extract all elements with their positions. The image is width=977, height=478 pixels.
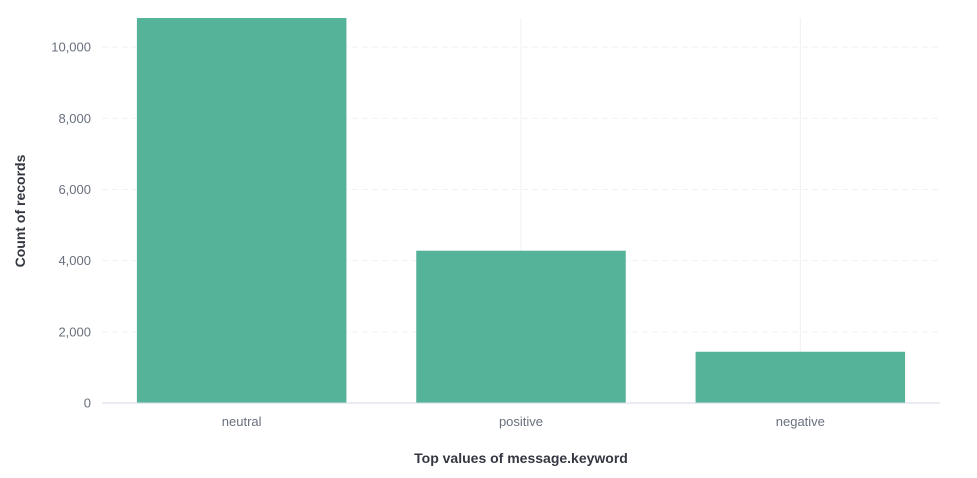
- y-tick-label: 10,000: [51, 40, 91, 55]
- y-tick-label: 8,000: [58, 111, 91, 126]
- y-tick-label: 0: [84, 396, 91, 411]
- bar-neutral[interactable]: [136, 18, 347, 403]
- y-tick-label: 2,000: [58, 324, 91, 339]
- bars: [136, 18, 906, 403]
- x-axis-ticks: neutral positive negative: [222, 414, 825, 429]
- x-axis-title: Top values of message.keyword: [414, 450, 628, 466]
- x-tick-label-neutral: neutral: [222, 414, 262, 429]
- y-axis-title: Count of records: [12, 154, 28, 267]
- y-axis-ticks: 0 2,000 4,000 6,000 8,000 10,000: [51, 40, 91, 411]
- y-tick-label: 4,000: [58, 253, 91, 268]
- x-tick-label-positive: positive: [499, 414, 543, 429]
- x-tick-label-negative: negative: [776, 414, 825, 429]
- bar-positive[interactable]: [416, 250, 626, 403]
- bar-negative[interactable]: [695, 351, 906, 403]
- y-tick-label: 6,000: [58, 182, 91, 197]
